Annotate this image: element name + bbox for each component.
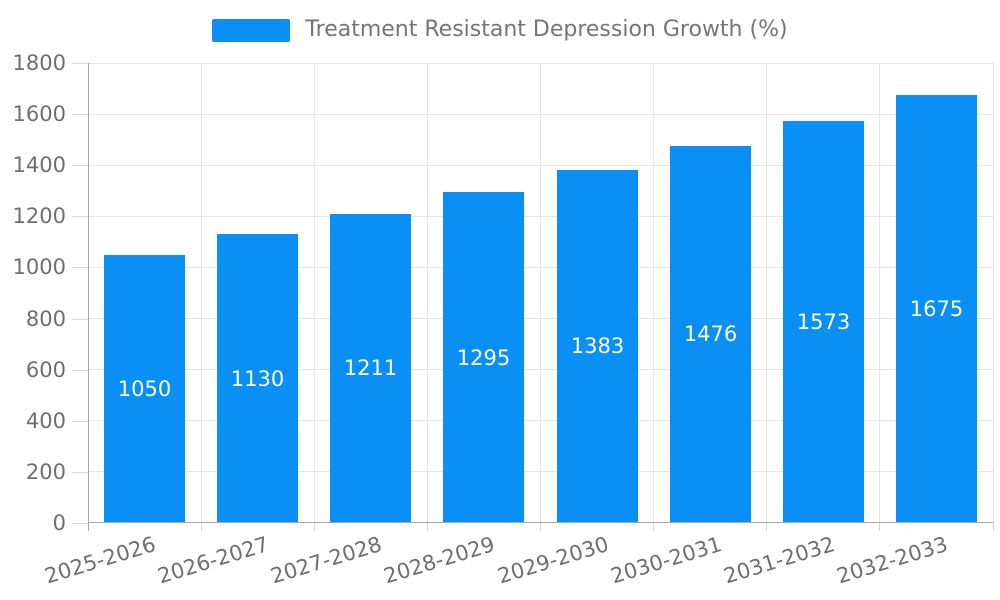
gridline-v <box>992 63 994 523</box>
x-tick-label-text: 2027-2028 <box>268 532 385 589</box>
gridline-v <box>879 63 881 523</box>
bar-value-label: 1573 <box>796 310 851 334</box>
bar-value-label: 1050 <box>117 376 172 401</box>
y-tick-mark <box>72 165 88 167</box>
bar: 1675 <box>896 94 977 523</box>
x-tick-mark <box>200 523 202 531</box>
x-tick-label-text: 2032-2033 <box>833 532 951 589</box>
x-tick-label-text: 2025-2026 <box>42 532 159 589</box>
x-tick-mark <box>313 523 315 531</box>
y-tick-mark <box>72 369 88 371</box>
bar: 1295 <box>443 192 524 523</box>
bar: 1050 <box>104 254 185 523</box>
y-tick-label: 200 <box>25 459 66 484</box>
y-axis-line <box>88 63 89 531</box>
y-tick-label: 1400 <box>12 153 66 178</box>
x-tick-mark <box>992 523 994 531</box>
y-tick-mark <box>72 420 88 422</box>
x-tick-label-text: 2028-2029 <box>381 532 498 589</box>
y-tick-label: 1600 <box>12 102 66 127</box>
bar: 1130 <box>217 234 298 523</box>
x-tick-mark <box>653 523 655 531</box>
y-tick-label: 600 <box>25 357 66 382</box>
x-tick-mark <box>540 523 541 531</box>
y-tick-label: 800 <box>25 306 66 331</box>
y-tick-label: 400 <box>25 408 66 433</box>
bar-value-label: 1383 <box>570 334 625 359</box>
legend[interactable]: Treatment Resistant Depression Growth (%… <box>0 16 1000 44</box>
x-tick-mark <box>879 523 881 531</box>
legend-label: Treatment Resistant Depression Growth (%… <box>305 17 788 42</box>
gridline-v <box>426 63 428 523</box>
y-tick-mark <box>72 63 88 64</box>
bar: 1383 <box>557 169 638 523</box>
x-tick-label-text: 2029-2030 <box>494 532 612 589</box>
bar: 1573 <box>783 121 864 523</box>
gridline-v <box>540 63 541 523</box>
legend-swatch <box>212 18 291 42</box>
y-tick-label: 1000 <box>12 255 66 280</box>
bar-value-label: 1295 <box>456 345 511 370</box>
bar-value-label: 1211 <box>343 356 398 381</box>
bar-value-label: 1675 <box>909 296 964 321</box>
x-tick-label-text: 2026-2027 <box>155 532 272 589</box>
y-tick-label: 0 <box>52 511 66 535</box>
x-tick-label-text: 2030-2031 <box>607 532 725 589</box>
x-tick-mark <box>426 523 428 531</box>
gridline-v <box>653 63 655 523</box>
gridline-v <box>766 63 768 523</box>
y-tick-mark <box>72 114 88 116</box>
x-axis-line <box>88 522 993 523</box>
bar: 1211 <box>330 213 411 523</box>
x-tick-mark <box>766 523 768 531</box>
bar-value-label: 1130 <box>230 366 285 391</box>
gridline-v <box>313 63 315 523</box>
x-tick-label-text: 2031-2032 <box>720 532 838 589</box>
gridline-v <box>200 63 202 523</box>
y-tick-mark <box>72 318 88 320</box>
plot-area: 1050 1130 1211 1295 1383 1476 1573 1675 <box>88 62 994 531</box>
bar-value-label: 1476 <box>683 322 738 347</box>
y-tick-label: 1800 <box>12 51 66 75</box>
bar: 1476 <box>670 145 751 523</box>
y-tick-mark <box>72 523 88 524</box>
y-tick-label: 1200 <box>12 204 66 229</box>
y-tick-mark <box>72 267 88 269</box>
y-tick-mark <box>72 216 88 218</box>
y-tick-mark <box>72 471 88 473</box>
